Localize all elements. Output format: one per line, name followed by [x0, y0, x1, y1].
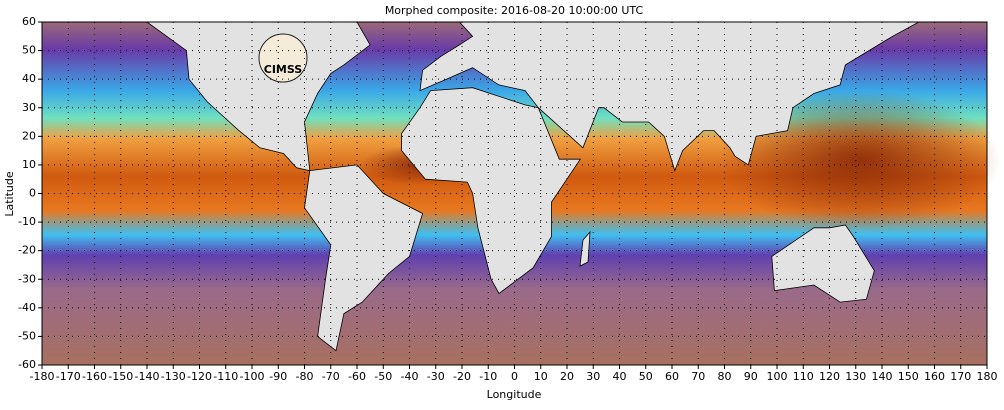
madagascar: [579, 230, 591, 267]
x-tick-label: -180: [30, 370, 55, 383]
x-tick-label: 70: [691, 370, 705, 383]
x-tick-label: -30: [427, 370, 445, 383]
y-tick-label: 20: [22, 129, 36, 142]
x-tick-label: -20: [453, 370, 471, 383]
y-tick-label: 50: [22, 44, 36, 57]
x-tick-label: -80: [296, 370, 314, 383]
y-tick-label: 60: [22, 15, 36, 28]
x-tick-label: -140: [135, 370, 160, 383]
x-tick-label: -120: [187, 370, 212, 383]
y-tick-label: -10: [18, 215, 36, 228]
x-tick-label: -70: [322, 370, 340, 383]
y-tick-label: -50: [18, 329, 36, 342]
logo-text: CIMSS: [264, 63, 303, 76]
x-tick-label: 20: [560, 370, 574, 383]
x-tick-label: 130: [845, 370, 866, 383]
x-tick-label: 160: [924, 370, 945, 383]
x-tick-label: 0: [511, 370, 518, 383]
moist-region: [720, 90, 1000, 230]
y-tick-label: -20: [18, 244, 36, 257]
x-tick-label: -60: [348, 370, 366, 383]
x-tick-label: 180: [977, 370, 998, 383]
x-tick-label: -160: [82, 370, 107, 383]
map-area: CIMSS: [42, 21, 1000, 365]
x-tick-label: 140: [872, 370, 893, 383]
axes: -180 -170 -160 -150 -140 -130 -120 -110 -100 -90-…: [18, 15, 997, 383]
africa: [401, 87, 582, 295]
x-tick-label: 30: [586, 370, 600, 383]
y-tick-label: -30: [18, 272, 36, 285]
y-tick-label: -60: [18, 358, 36, 371]
x-tick-label: -100: [240, 370, 265, 383]
logo-badge: [258, 33, 308, 83]
x-tick-label: -150: [108, 370, 133, 383]
y-tick-label: 30: [22, 101, 36, 114]
y-tick-label: -40: [18, 301, 36, 314]
x-tick-label: 110: [793, 370, 814, 383]
x-tick-label: 40: [613, 370, 627, 383]
x-tick-label: 60: [665, 370, 679, 383]
map-title: Morphed composite: 2016-08-20 10:00:00 U…: [385, 4, 644, 17]
australia: [771, 224, 875, 303]
y-tick-label: 0: [29, 187, 36, 200]
south-america: [304, 164, 424, 352]
y-axis-label: Latitude: [3, 171, 16, 217]
x-tick-label: -10: [479, 370, 497, 383]
y-tick-label: 10: [22, 158, 36, 171]
x-tick-label: -130: [161, 370, 186, 383]
x-tick-label: -90: [269, 370, 287, 383]
y-tick-label: 40: [22, 72, 36, 85]
x-tick-label: -110: [213, 370, 238, 383]
x-tick-label: -170: [56, 370, 81, 383]
x-tick-label: 150: [898, 370, 919, 383]
x-tick-label: 50: [639, 370, 653, 383]
x-tick-label: 80: [718, 370, 732, 383]
x-tick-label: 100: [767, 370, 788, 383]
x-axis-label: Longitude: [487, 388, 542, 401]
x-tick-label: -40: [401, 370, 419, 383]
x-tick-label: 170: [950, 370, 971, 383]
x-tick-label: 120: [819, 370, 840, 383]
x-tick-label: 10: [534, 370, 548, 383]
x-tick-label: -50: [374, 370, 392, 383]
x-tick-label: 90: [744, 370, 758, 383]
